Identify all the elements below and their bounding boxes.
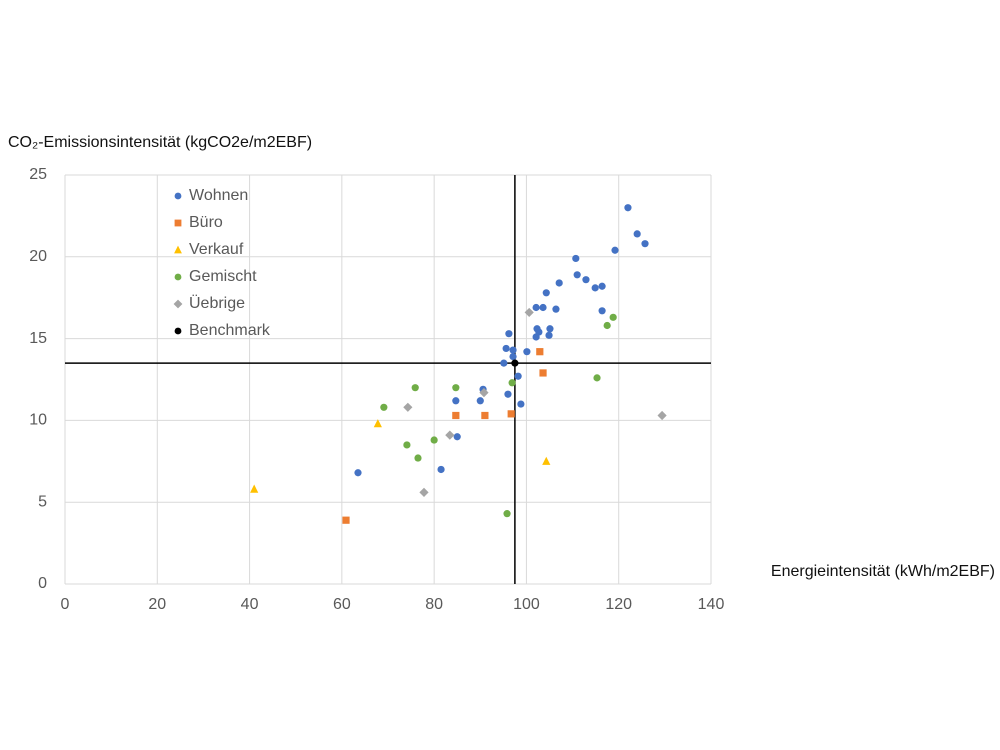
marker: [572, 254, 580, 263]
marker: [509, 346, 517, 354]
marker: [509, 352, 517, 361]
marker: [502, 344, 510, 353]
legend-label: Gemischt: [189, 268, 257, 285]
y-tick-label: 10: [29, 412, 47, 429]
x-tick-label: 100: [513, 596, 540, 613]
marker: [452, 411, 460, 420]
marker: [536, 348, 544, 356]
legend-marker: [174, 273, 182, 281]
marker: [524, 307, 534, 318]
marker: [452, 384, 460, 392]
marker: [641, 240, 649, 248]
x-tick-label: 80: [425, 596, 443, 613]
x-tick-label: 60: [333, 596, 351, 613]
marker: [593, 374, 601, 382]
marker: [504, 390, 512, 398]
marker: [445, 430, 455, 440]
marker: [539, 303, 547, 312]
legend-marker: [174, 219, 182, 227]
legend-label: Verkauf: [189, 241, 244, 258]
marker: [503, 510, 511, 518]
marker: [500, 359, 508, 367]
marker: [507, 410, 515, 418]
y-tick-label: 20: [29, 248, 47, 265]
marker: [453, 433, 461, 441]
marker: [611, 246, 619, 254]
marker: [354, 469, 362, 477]
legend-marker: [174, 327, 182, 335]
marker: [250, 484, 259, 493]
legend-label: Benchmark: [189, 322, 271, 339]
marker: [479, 387, 489, 398]
legend-marker: [174, 245, 182, 254]
marker: [603, 321, 611, 330]
legend-label: Büro: [189, 214, 223, 231]
marker: [542, 289, 550, 297]
marker: [411, 384, 419, 392]
marker: [476, 397, 484, 405]
marker: [555, 279, 563, 287]
marker: [573, 271, 581, 279]
legend-label: Wohnen: [189, 187, 248, 204]
marker: [532, 303, 540, 312]
marker: [508, 379, 516, 387]
marker: [598, 307, 606, 315]
legend-marker: [174, 192, 182, 200]
y-tick-label: 25: [29, 166, 47, 183]
marker: [414, 454, 422, 462]
marker: [535, 328, 543, 336]
legend-marker: [173, 299, 183, 309]
y-tick-label: 0: [38, 575, 47, 592]
x-axis-title: Energieintensität (kWh/m2EBF): [771, 563, 995, 580]
marker: [545, 331, 553, 339]
marker: [437, 465, 445, 474]
marker: [624, 204, 632, 212]
marker: [598, 282, 606, 290]
x-tick-label: 120: [605, 596, 632, 613]
y-tick-label: 15: [29, 330, 47, 347]
marker: [609, 313, 617, 321]
marker: [403, 441, 411, 449]
y-tick-label: 5: [38, 493, 47, 510]
marker: [517, 400, 525, 408]
marker: [481, 411, 489, 420]
marker: [633, 230, 641, 238]
marker: [505, 330, 513, 338]
x-tick-label: 40: [241, 596, 259, 613]
x-tick-label: 140: [698, 596, 725, 613]
marker: [542, 456, 551, 465]
marker: [539, 369, 547, 377]
y-axis-title: CO₂-Emissionsintensität (kgCO2e/m2EBF): [8, 134, 312, 151]
marker: [523, 348, 531, 356]
marker: [452, 397, 460, 405]
marker: [657, 410, 667, 421]
x-tick-label: 20: [148, 596, 166, 613]
marker: [419, 487, 429, 497]
marker: [514, 372, 522, 380]
marker: [403, 402, 413, 412]
x-tick-label: 0: [61, 596, 70, 613]
marker: [380, 403, 388, 411]
marker: [591, 284, 599, 292]
marker: [430, 436, 438, 444]
marker: [511, 359, 519, 367]
marker: [342, 516, 350, 524]
marker: [582, 276, 590, 284]
legend-label: Üebrige: [189, 294, 245, 312]
marker: [373, 419, 382, 428]
marker: [552, 305, 560, 313]
marker: [546, 325, 554, 333]
